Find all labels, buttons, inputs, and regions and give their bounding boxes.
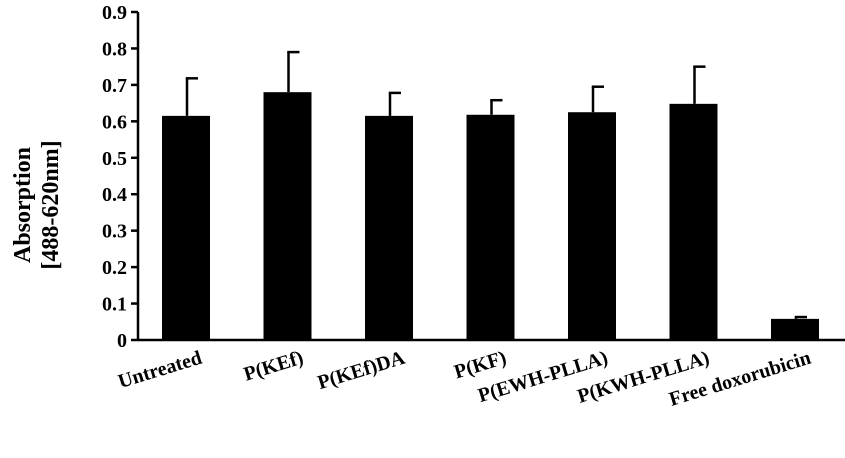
y-tick-label-1: 0.1 [102,294,127,316]
bar-6 [771,318,819,340]
y-tick-label-9: 0.9 [102,2,127,24]
y-axis-title: Absorption [488-620nm] [10,140,64,269]
y-tick-label-2: 0.2 [102,257,127,279]
y-tick-label-8: 0.8 [102,38,127,60]
x-tick-label-2: P(KEf)DA [315,347,408,395]
bar-2 [365,115,413,340]
bar-5 [669,103,718,340]
bar-3 [466,114,515,340]
axes-layer [136,12,845,342]
error-bars-layer [185,50,807,319]
bar-0 [162,115,210,340]
y-tick-label-4: 0.4 [102,184,127,206]
y-tick-label-7: 0.7 [102,75,127,97]
bar-4 [568,112,616,340]
y-tick-label-5: 0.5 [102,148,127,170]
y-axis-title-line-1: Absorption [10,147,36,263]
x-tick-label-1: P(KEf) [241,347,306,386]
x-tick-label-0: Untreated [116,347,205,393]
y-ticks-layer: 0 0.1 0.2 0.3 0.4 0.5 0.6 0.7 0.8 0.9 [102,2,138,352]
y-tick-label-3: 0.3 [102,221,127,243]
y-axis-title-line-2: [488-620nm] [38,140,64,269]
bar-1 [263,92,312,340]
y-tick-label-6: 0.6 [102,111,127,133]
bars-layer [162,92,819,340]
y-tick-label-0: 0 [117,330,127,352]
x-labels-layer: Untreated P(KEf) P(KEf)DA P(KF)P(EWH-PLLA)P… [116,347,814,411]
